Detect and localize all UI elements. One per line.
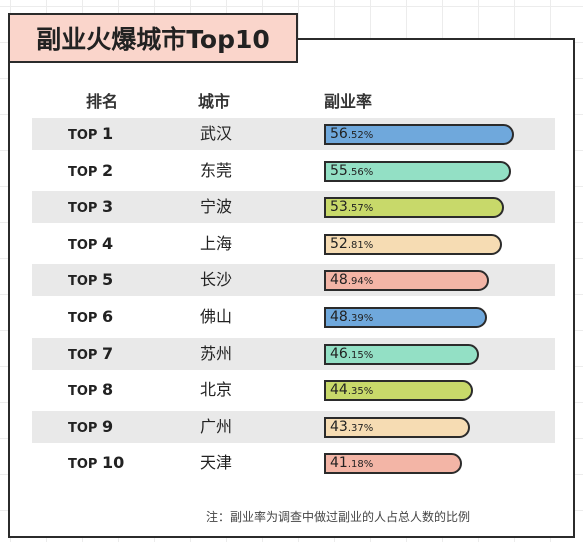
rate-value-label: 48.94%: [330, 272, 374, 289]
rank-label: TOP 10: [68, 447, 124, 479]
chart-title: 副业火爆城市Top10: [8, 13, 298, 63]
rank-label: TOP 6: [68, 301, 113, 333]
city-label: 苏州: [200, 343, 233, 363]
city-label: 北京: [200, 380, 233, 400]
rate-value-label: 46.15%: [330, 345, 374, 362]
rank-label: TOP 1: [68, 118, 113, 150]
rank-number: 3: [101, 197, 114, 217]
rank-prefix: TOP: [68, 420, 102, 436]
city-label: 武汉: [200, 124, 233, 143]
rate-bar: 44.35%: [324, 380, 473, 402]
rank-number: 7: [101, 343, 114, 363]
rate-bar: 48.39%: [324, 307, 487, 328]
table-row: TOP 3 宁波 53.57%: [32, 191, 555, 224]
rate-bar: 41.18%: [324, 453, 462, 475]
table-row: TOP 4 上海 52.81%: [32, 228, 555, 260]
table-row: TOP 10 天津 41.18%: [32, 447, 555, 479]
rank-number: 4: [101, 233, 114, 253]
rate-bar: 56.52%: [324, 124, 514, 145]
rank-number: 5: [101, 270, 114, 290]
city-label: 上海: [200, 233, 233, 253]
rank-prefix: TOP: [68, 384, 102, 400]
table-row: TOP 9 广州 43.37%: [32, 410, 555, 443]
table-row: TOP 7 苏州 46.15%: [32, 337, 555, 370]
rank-number: 6: [101, 307, 114, 326]
rank-prefix: TOP: [68, 128, 102, 143]
city-label: 广州: [200, 416, 233, 436]
rate-bar: 52.81%: [324, 233, 502, 255]
rank-label: TOP 8: [68, 374, 113, 406]
rate-value-label: 56.52%: [330, 126, 374, 142]
rank-label: TOP 7: [68, 338, 113, 370]
rate-value-label: 41.18%: [330, 455, 374, 472]
rank-label: TOP 5: [68, 264, 113, 296]
city-label: 佛山: [200, 307, 233, 326]
rank-label: TOP 3: [68, 191, 113, 223]
rank-label: TOP 4: [68, 228, 113, 260]
rate-bar: 48.94%: [324, 270, 489, 292]
rank-prefix: TOP: [68, 201, 102, 217]
rank-number: 10: [101, 453, 125, 473]
rate-value-label: 55.56%: [330, 162, 374, 179]
rate-bar: 46.15%: [324, 343, 479, 365]
rank-number: 1: [101, 124, 114, 143]
city-label: 天津: [200, 453, 233, 473]
rate-value-label: 43.37%: [330, 418, 374, 435]
rate-bar: 43.37%: [324, 416, 470, 438]
rank-prefix: TOP: [68, 457, 102, 473]
city-label: 宁波: [200, 197, 233, 217]
rank-prefix: TOP: [68, 274, 102, 290]
rank-prefix: TOP: [68, 237, 102, 253]
rate-value-label: 53.57%: [330, 199, 374, 216]
header-rank: 排名: [86, 92, 119, 111]
rank-prefix: TOP: [68, 164, 102, 180]
header-city: 城市: [198, 92, 231, 111]
table-row: TOP 8 北京 44.35%: [32, 374, 555, 406]
header-rate: 副业率: [324, 92, 373, 111]
rank-number: 9: [101, 416, 114, 436]
rate-bar: 55.56%: [324, 160, 511, 182]
rate-value-label: 48.39%: [330, 309, 374, 325]
rate-value-label: 52.81%: [330, 235, 374, 252]
rank-prefix: TOP: [68, 311, 102, 326]
table-row: TOP 1 武汉 56.52%: [32, 118, 555, 150]
rank-label: TOP 2: [68, 155, 113, 187]
table-row: TOP 5 长沙 48.94%: [32, 264, 555, 297]
rate-bar: 53.57%: [324, 197, 504, 219]
rate-value-label: 44.35%: [330, 382, 374, 399]
table-row: TOP 6 佛山 48.39%: [32, 301, 555, 333]
rank-number: 2: [101, 160, 114, 180]
city-label: 长沙: [200, 270, 233, 290]
city-label: 东莞: [200, 160, 233, 180]
table-row: TOP 2 东莞 55.56%: [32, 155, 555, 187]
footnote: 注：副业率为调查中做过副业的人占总人数的比例: [206, 510, 471, 524]
rank-number: 8: [101, 380, 114, 400]
rank-label: TOP 9: [68, 411, 113, 443]
rank-prefix: TOP: [68, 347, 102, 363]
